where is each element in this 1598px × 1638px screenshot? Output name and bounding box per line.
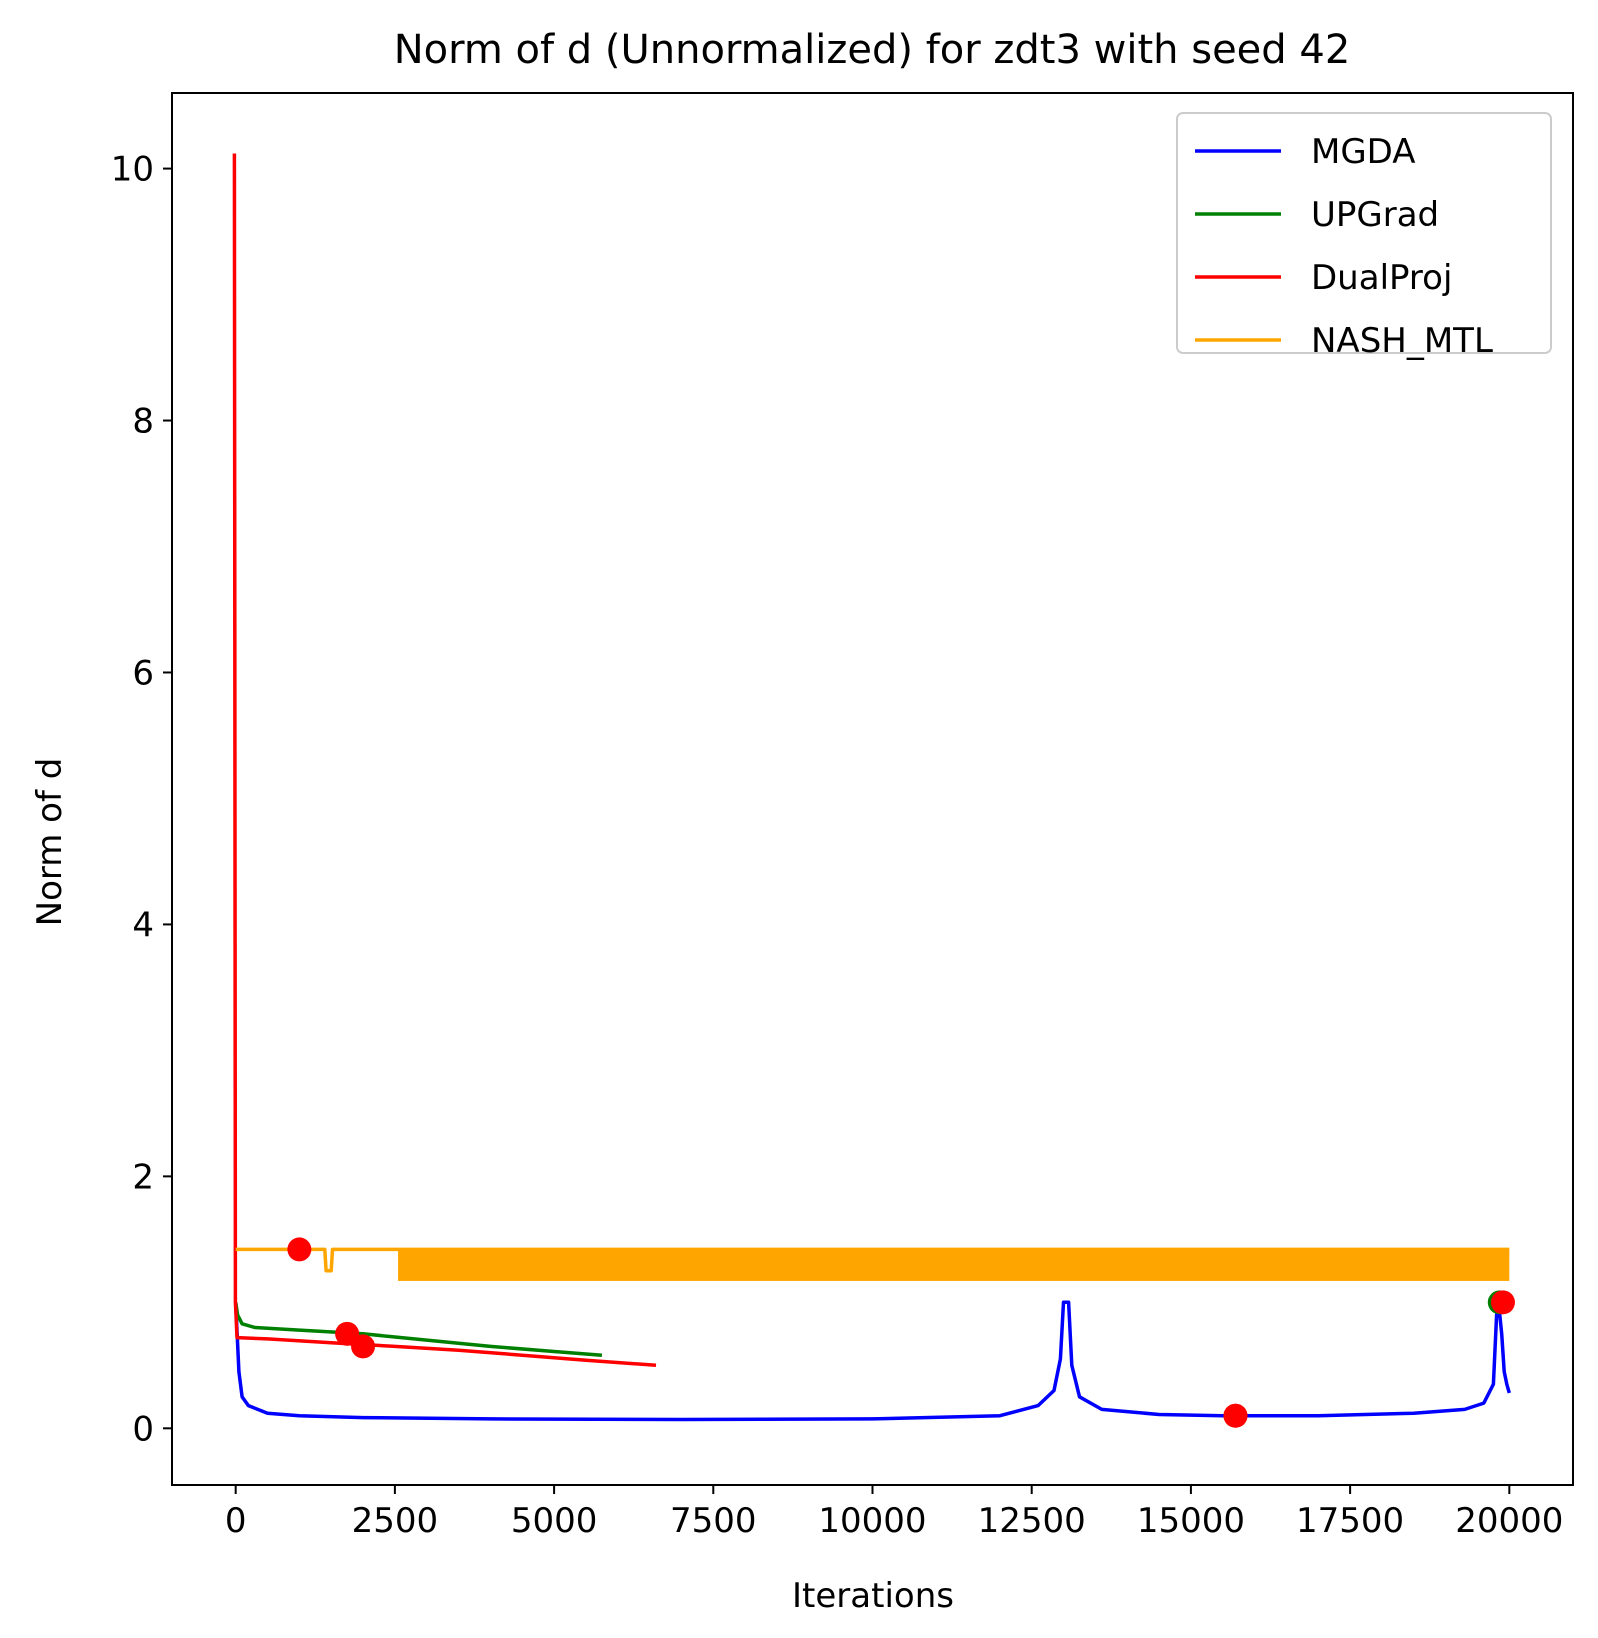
x-axis: 0 2500 5000 7500 10000 12500 15000 17500 20000 [225,1485,1563,1541]
legend-item-upgrad: UPGrad [1195,195,1439,235]
series-marker [287,1237,312,1262]
plot-area [232,153,1515,1428]
legend-item-dualproj: DualProj [1195,258,1452,298]
y-tick-label: 6 [132,653,154,693]
y-tick-label: 10 [111,150,154,190]
series-line [233,1302,603,1357]
series-line [235,1247,1510,1273]
legend-box [1176,112,1552,354]
series-nash-mtl [235,1247,1510,1281]
legend-label: MGDA [1311,132,1416,172]
legend: MGDA UPGrad DualProj NASH_MTL [1176,112,1552,361]
series-marker [351,1334,376,1359]
y-axis-label: Norm of d [30,758,70,927]
y-tick-label: 0 [132,1409,154,1449]
series-marker [1223,1403,1248,1428]
x-tick-label: 17500 [1296,1501,1404,1541]
oscillation-band [398,1249,1510,1281]
series-mgda [233,1300,1511,1422]
legend-label: UPGrad [1311,195,1439,235]
x-tick-label: 5000 [511,1501,598,1541]
legend-item-mgda: MGDA [1195,132,1416,172]
series-line [233,1300,1511,1422]
legend-label: NASH_MTL [1311,321,1493,361]
x-tick-label: 2500 [352,1501,439,1541]
series-marker [1490,1290,1515,1315]
y-tick-label: 4 [132,905,154,945]
x-tick-label: 20000 [1455,1501,1563,1541]
y-tick-label: 2 [132,1157,154,1197]
x-axis-label: Iterations [792,1576,954,1616]
legend-item-nash-mtl: NASH_MTL [1195,321,1493,361]
y-axis: 0 2 4 6 8 10 [111,150,172,1449]
y-tick-label: 8 [132,402,154,442]
x-tick-label: 12500 [978,1501,1086,1541]
series-upgrad [233,1302,603,1357]
x-tick-label: 10000 [818,1501,926,1541]
x-tick-label: 15000 [1137,1501,1245,1541]
legend-label: DualProj [1311,258,1452,298]
x-tick-label: 7500 [670,1501,757,1541]
x-tick-label: 0 [225,1501,247,1541]
chart-title: Norm of d (Unnormalized) for zdt3 with s… [394,27,1351,73]
